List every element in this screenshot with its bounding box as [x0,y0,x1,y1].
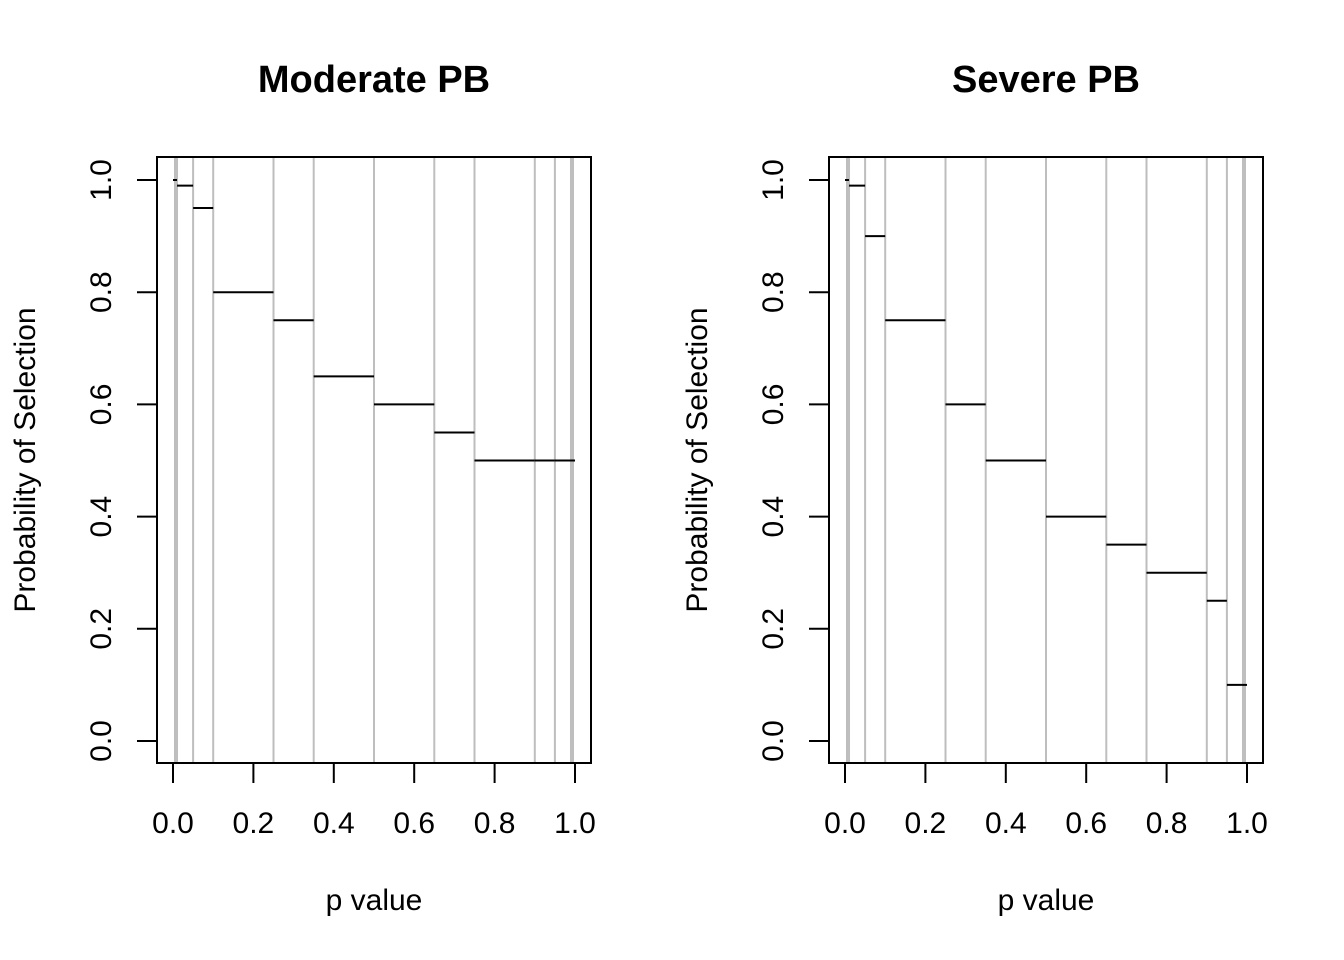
y-tick-label: 0.6 [757,384,790,426]
y-tick-label: 0.4 [85,496,118,538]
x-tick-label: 0.8 [474,807,516,840]
y-tick-label: 0.2 [85,608,118,650]
y-tick-label: 0.8 [757,271,790,313]
y-tick-label: 0.0 [85,720,118,762]
step-function [845,179,1247,686]
panel-title: Severe PB [952,59,1140,101]
y-tick-label: 1.0 [85,159,118,201]
x-axis: 0.0 0.2 0.4 0.6 0.8 1.0 [824,762,1268,840]
step-function [173,179,575,462]
panel-title: Moderate PB [258,59,490,101]
y-axis: 0.0 0.2 0.4 0.6 0.8 1.0 [85,159,158,762]
x-axis-label: p value [998,884,1095,917]
x-tick-label: 0.0 [824,807,866,840]
x-tick-label: 0.2 [233,807,275,840]
panel-severe-pb: Severe PB p value Probability of Selecti… [681,59,1268,917]
x-tick-label: 1.0 [1226,807,1268,840]
x-tick-label: 0.4 [313,807,355,840]
x-axis: 0.0 0.2 0.4 0.6 0.8 1.0 [152,762,596,840]
x-tick-label: 0.6 [393,807,435,840]
y-tick-label: 0.8 [85,271,118,313]
x-tick-label: 0.2 [905,807,947,840]
panel-moderate-pb: Moderate PB p value Probability of Selec… [9,59,596,917]
x-tick-label: 0.4 [985,807,1027,840]
x-tick-label: 0.8 [1146,807,1188,840]
y-axis-label: Probability of Selection [9,307,42,612]
x-tick-label: 1.0 [554,807,596,840]
y-axis-label: Probability of Selection [681,307,714,612]
y-tick-label: 0.0 [757,720,790,762]
x-tick-label: 0.6 [1065,807,1107,840]
x-axis-label: p value [326,884,423,917]
y-tick-label: 0.4 [757,496,790,538]
x-tick-label: 0.0 [152,807,194,840]
y-axis: 0.0 0.2 0.4 0.6 0.8 1.0 [757,159,830,762]
y-tick-label: 1.0 [757,159,790,201]
y-tick-label: 0.2 [757,608,790,650]
y-tick-label: 0.6 [85,384,118,426]
